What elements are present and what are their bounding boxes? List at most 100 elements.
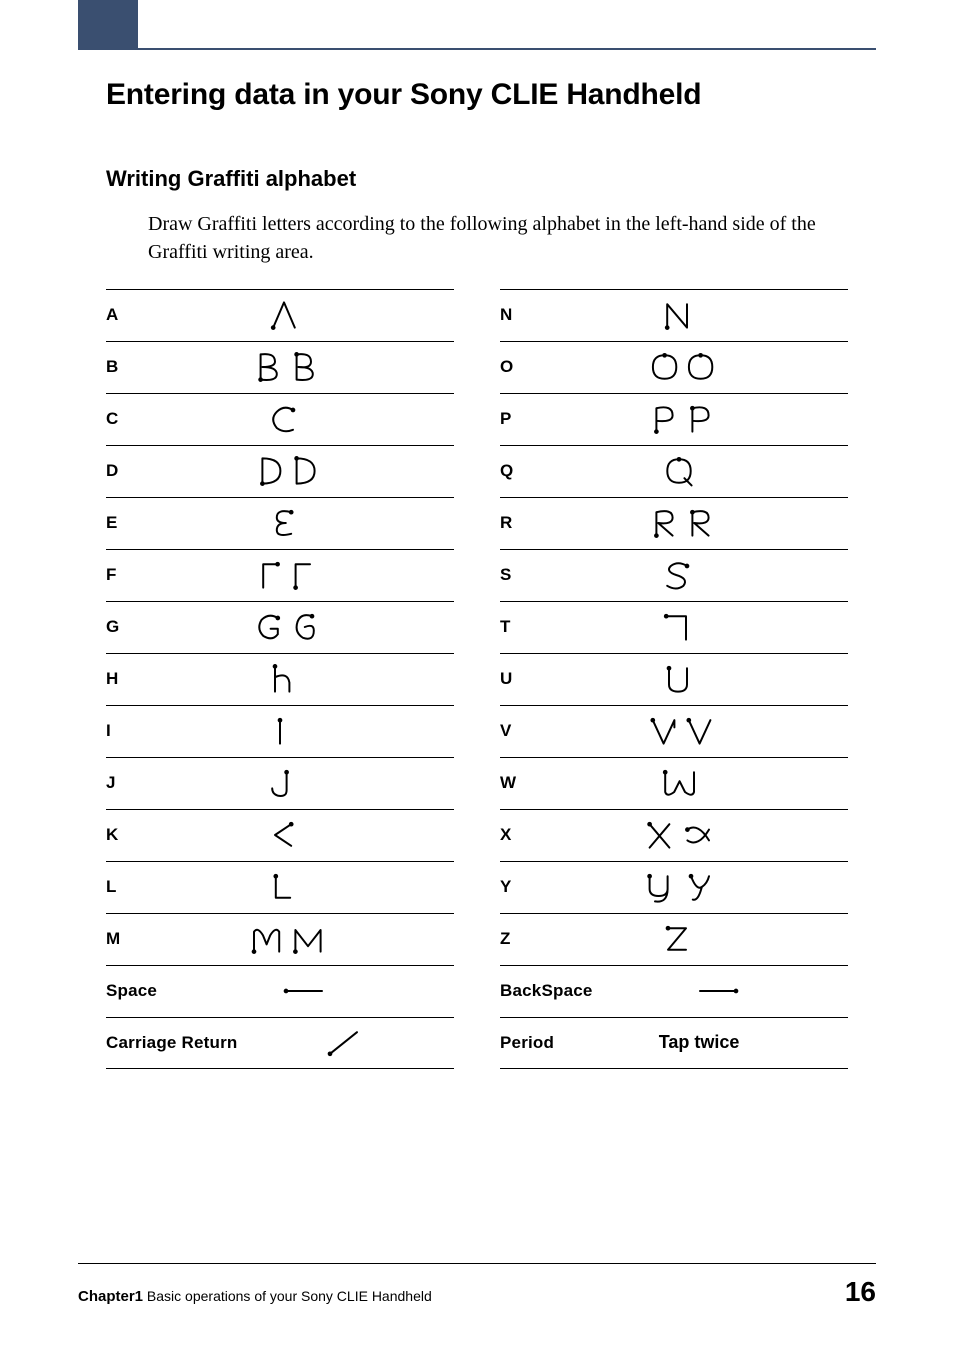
alphabet-row: B bbox=[106, 341, 454, 393]
graffiti-stroke-q bbox=[513, 446, 844, 497]
alphabet-row: Carriage Return bbox=[106, 1017, 454, 1069]
section-heading: Writing Graffiti alphabet bbox=[106, 166, 848, 192]
footer-chapter-desc: Basic operations of your Sony CLIE Handh… bbox=[147, 1288, 432, 1304]
page-footer: Chapter1 Basic operations of your Sony C… bbox=[78, 1263, 876, 1308]
row-label: Space bbox=[106, 981, 157, 1001]
graffiti-stroke-e bbox=[118, 498, 450, 549]
page-title: Entering data in your Sony CLIE Handheld bbox=[106, 78, 848, 112]
alphabet-row: E bbox=[106, 497, 454, 549]
row-label: R bbox=[500, 513, 512, 533]
footer-left: Chapter1 Basic operations of your Sony C… bbox=[78, 1288, 432, 1305]
graffiti-stroke-m bbox=[120, 914, 450, 965]
row-label: M bbox=[106, 929, 120, 949]
row-label: Period bbox=[500, 1033, 554, 1053]
alphabet-row: W bbox=[500, 757, 848, 809]
alphabet-col-right: NO P Q R S T U V W X Y Z BackSpace PeriodTap twice bbox=[500, 289, 848, 1069]
alphabet-row: A bbox=[106, 289, 454, 341]
alphabet-row: O bbox=[500, 341, 848, 393]
footer-chapter: Chapter1 bbox=[78, 1288, 143, 1305]
alphabet-row: H bbox=[106, 653, 454, 705]
alphabet-row: K bbox=[106, 809, 454, 861]
graffiti-stroke-y bbox=[512, 862, 844, 913]
row-label: P bbox=[500, 409, 512, 429]
graffiti-stroke-r bbox=[512, 498, 844, 549]
alphabet-row: Space bbox=[106, 965, 454, 1017]
alphabet-row: J bbox=[106, 757, 454, 809]
header-bar bbox=[0, 0, 954, 52]
graffiti-stroke-w bbox=[516, 758, 844, 809]
row-label: S bbox=[500, 565, 512, 585]
alphabet-row: M bbox=[106, 913, 454, 965]
row-label: B bbox=[106, 357, 118, 377]
graffiti-stroke-p bbox=[512, 394, 844, 445]
row-label: U bbox=[500, 669, 512, 689]
graffiti-stroke-x bbox=[512, 810, 844, 861]
graffiti-stroke-space bbox=[157, 966, 450, 1017]
alphabet-row: R bbox=[500, 497, 848, 549]
alphabet-row: D bbox=[106, 445, 454, 497]
header-block bbox=[78, 0, 138, 48]
graffiti-stroke-o bbox=[513, 342, 844, 393]
alphabet-row: Z bbox=[500, 913, 848, 965]
graffiti-stroke-s bbox=[512, 550, 844, 601]
graffiti-stroke-b bbox=[118, 342, 450, 393]
footer-page-number: 16 bbox=[845, 1276, 876, 1308]
alphabet-row: V bbox=[500, 705, 848, 757]
row-label: H bbox=[106, 669, 118, 689]
row-label: A bbox=[106, 305, 118, 325]
row-text: Tap twice bbox=[554, 1032, 844, 1053]
row-label: Z bbox=[500, 929, 511, 949]
row-label: C bbox=[106, 409, 118, 429]
row-label: E bbox=[106, 513, 118, 533]
graffiti-stroke-t bbox=[511, 602, 844, 653]
alphabet-row: S bbox=[500, 549, 848, 601]
graffiti-stroke-u bbox=[512, 654, 844, 705]
graffiti-stroke-n bbox=[512, 290, 844, 341]
graffiti-stroke-g bbox=[119, 602, 450, 653]
row-label: BackSpace bbox=[500, 981, 593, 1001]
graffiti-stroke-l bbox=[117, 862, 450, 913]
row-label: X bbox=[500, 825, 512, 845]
alphabet-row: P bbox=[500, 393, 848, 445]
row-label: D bbox=[106, 461, 118, 481]
row-label: K bbox=[106, 825, 118, 845]
row-label: T bbox=[500, 617, 511, 637]
alphabet-col-left: A B C D E F G HIJ K L M Space Carriage Return bbox=[106, 289, 454, 1069]
alphabet-row: Q bbox=[500, 445, 848, 497]
alphabet-row: F bbox=[106, 549, 454, 601]
header-rule bbox=[78, 48, 876, 50]
alphabet-row: BackSpace bbox=[500, 965, 848, 1017]
graffiti-stroke-v bbox=[512, 706, 844, 757]
row-label: F bbox=[106, 565, 117, 585]
graffiti-stroke-cr bbox=[237, 1018, 450, 1068]
row-label: J bbox=[106, 773, 116, 793]
row-label: Q bbox=[500, 461, 513, 481]
alphabet-row: I bbox=[106, 705, 454, 757]
row-label: Y bbox=[500, 877, 512, 897]
alphabet-row: L bbox=[106, 861, 454, 913]
graffiti-stroke-f bbox=[117, 550, 450, 601]
alphabet-columns: A B C D E F G HIJ K L M Space Carriage Return NO P Q R S… bbox=[106, 289, 848, 1069]
graffiti-stroke-i bbox=[111, 706, 450, 757]
alphabet-row: PeriodTap twice bbox=[500, 1017, 848, 1069]
graffiti-stroke-h bbox=[118, 654, 450, 705]
row-label: Carriage Return bbox=[106, 1033, 237, 1053]
graffiti-stroke-d bbox=[118, 446, 450, 497]
alphabet-row: G bbox=[106, 601, 454, 653]
graffiti-stroke-backspace bbox=[593, 966, 844, 1017]
alphabet-row: N bbox=[500, 289, 848, 341]
intro-text: Draw Graffiti letters according to the f… bbox=[148, 210, 848, 267]
graffiti-stroke-a bbox=[118, 290, 450, 341]
row-label: G bbox=[106, 617, 119, 637]
row-label: W bbox=[500, 773, 516, 793]
alphabet-row: T bbox=[500, 601, 848, 653]
graffiti-stroke-z bbox=[511, 914, 844, 965]
alphabet-row: U bbox=[500, 653, 848, 705]
row-label: L bbox=[106, 877, 117, 897]
alphabet-row: C bbox=[106, 393, 454, 445]
graffiti-stroke-c bbox=[118, 394, 450, 445]
row-label: O bbox=[500, 357, 513, 377]
row-label: V bbox=[500, 721, 512, 741]
alphabet-row: X bbox=[500, 809, 848, 861]
graffiti-stroke-j bbox=[116, 758, 450, 809]
